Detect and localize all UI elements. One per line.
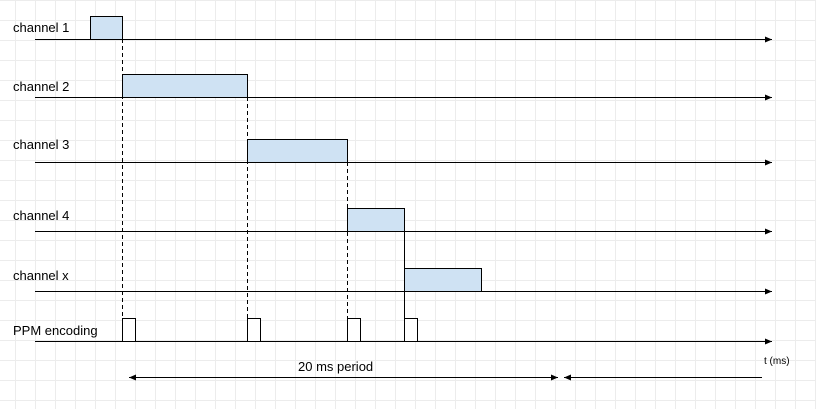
pulse-channel-2: [122, 74, 248, 98]
label-channel-3: channel 3: [13, 137, 70, 152]
label-channel-2: channel 2: [13, 79, 70, 94]
pulse-channel-3: [247, 139, 348, 163]
label-channel-4: channel 4: [13, 208, 70, 223]
time-axis-label: t (ms): [764, 356, 790, 367]
ppm-pulse-2: [247, 318, 261, 342]
label-channel-x: channel x: [13, 268, 69, 283]
pulse-channel-4: [347, 208, 405, 232]
ppm-pulse-3: [347, 318, 361, 342]
label-ppm-encoding: PPM encoding: [13, 323, 98, 338]
ppm-pulse-1: [122, 318, 136, 342]
period-label: 20 ms period: [298, 359, 374, 374]
label-channel-1: channel 1: [13, 20, 70, 35]
pulse-channel-x: [404, 268, 482, 292]
ppm-pulse-4: [404, 318, 418, 342]
pulse-channel-1: [90, 16, 123, 40]
